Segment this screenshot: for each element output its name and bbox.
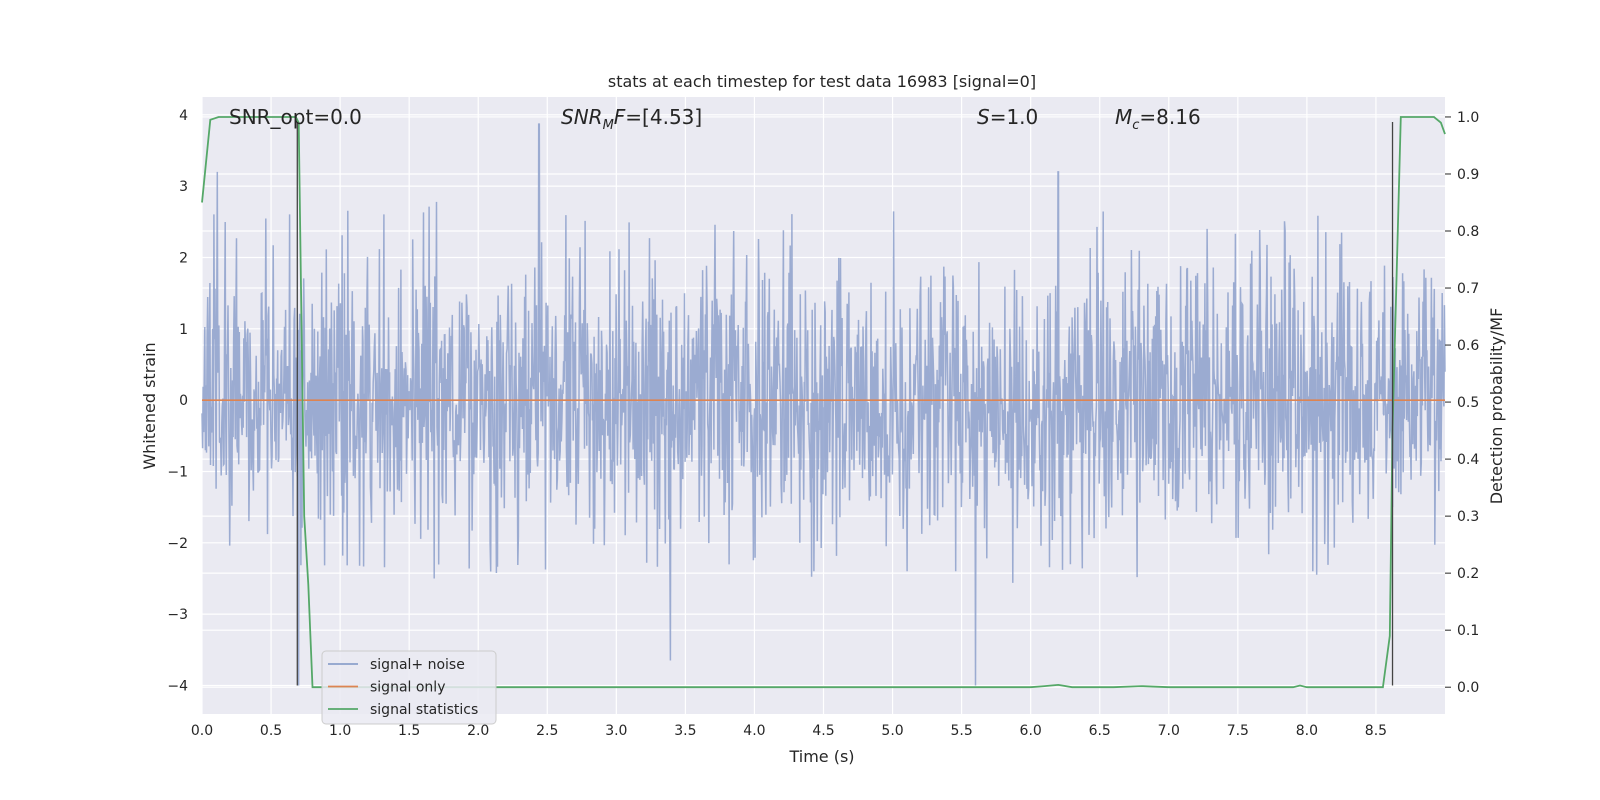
annotation-s-prefix: S (977, 105, 990, 129)
y-tick-label: 2 (179, 250, 188, 266)
x-tick-label: 8.0 (1296, 723, 1318, 739)
annotation-s: S=1.0 (977, 105, 1038, 129)
x-tick-label: 6.5 (1089, 723, 1111, 739)
signal-noise-line (201, 123, 1446, 686)
x-tick-label: 4.5 (812, 723, 834, 739)
legend-box (321, 650, 497, 725)
y2-tick-label: 0.0 (1457, 680, 1479, 696)
y2-tick-label: 0.4 (1457, 452, 1479, 468)
y-tick-label: 0 (179, 393, 188, 409)
y2-tick-label: 1.0 (1457, 110, 1479, 126)
x-tick-label: 7.0 (1158, 723, 1180, 739)
series-layer (201, 116, 1446, 689)
annotation-snr-mf-sub: M (603, 118, 614, 133)
x-tick-label: 4.0 (743, 723, 765, 739)
x-axis-label: Time (s) (788, 747, 854, 766)
y-tick-label: 3 (179, 179, 188, 195)
legend: signal+ noise signal only signal statistic… (321, 650, 497, 725)
y-axis-label: Whitened strain (140, 342, 159, 469)
signal-statistics-line (201, 116, 1446, 689)
x-tick-label: 8.5 (1365, 723, 1387, 739)
annotation-s-value: =1.0 (990, 105, 1039, 129)
y2-tick-label: 0.1 (1457, 623, 1479, 639)
x-tick-label: 5.0 (881, 723, 903, 739)
right-axis-ticks: 1.0 0.9 0.8 0.7 0.6 0.5 0.4 0.3 0.2 0.1 0.0 (1445, 110, 1479, 696)
y-tick-label: −4 (167, 678, 188, 694)
y2-tick-label: 0.3 (1457, 509, 1479, 525)
y-tick-label: −1 (167, 464, 188, 480)
annotation-snr-opt: SNR_opt=0.0 (229, 105, 362, 129)
y-tick-label: −3 (167, 607, 188, 623)
annotation-mc: Mc=8.16 (1115, 105, 1201, 133)
x-tick-label: 2.5 (536, 723, 558, 739)
annotation-mc-value: =8.16 (1139, 105, 1200, 129)
left-axis-ticks: 4 3 2 1 0 −1 −2 −3 −4 (167, 108, 188, 695)
x-tick-label: 2.0 (467, 723, 489, 739)
legend-label: signal only (370, 680, 445, 696)
y2-tick-label: 0.7 (1457, 281, 1479, 297)
vertical-markers (296, 121, 1394, 686)
x-tick-label: 1.0 (329, 723, 351, 739)
y-tick-label: 1 (179, 322, 188, 338)
annotation-snr-mf-prefix: SNR (561, 105, 603, 129)
y-tick-label: 4 (179, 108, 188, 124)
x-tick-label: 1.5 (398, 723, 420, 739)
x-tick-label: 6.0 (1020, 723, 1042, 739)
signal-noise-series (201, 123, 1446, 686)
x-tick-label: 7.5 (1227, 723, 1249, 739)
x-tick-label: 3.5 (674, 723, 696, 739)
annotation-snr-mf: SNRMF=[4.53] (561, 105, 702, 133)
annotation-mc-prefix: M (1115, 105, 1132, 129)
y2-tick-label: 0.5 (1457, 395, 1479, 411)
x-axis-ticks: 0.0 0.5 1.0 1.5 2.0 2.5 3.0 3.5 4.0 4.5 5.0 5.5 6.0 6… (191, 723, 1387, 739)
legend-items: signal+ noise signal only signal statistic… (328, 657, 478, 718)
legend-label: signal+ noise (370, 657, 465, 673)
plot-area (201, 97, 1446, 714)
annotation-snr-mf-value: =[4.53] (625, 105, 702, 129)
legend-label: signal statistics (370, 702, 478, 718)
annotation-snr-mf-f: F (614, 105, 626, 129)
y2-tick-label: 0.9 (1457, 167, 1479, 183)
annotation-mc-sub: c (1132, 118, 1139, 133)
y-tick-label: −2 (167, 536, 188, 552)
y2-tick-label: 0.8 (1457, 224, 1479, 240)
x-tick-label: 0.5 (260, 723, 282, 739)
y2-tick-label: 0.6 (1457, 338, 1479, 354)
chart-title: stats at each timestep for test data 169… (608, 72, 1036, 91)
x-tick-label: 5.5 (950, 723, 972, 739)
x-tick-label: 3.0 (605, 723, 627, 739)
y2-tick-label: 0.2 (1457, 566, 1479, 582)
y2-axis-label: Detection probability/MF (1487, 308, 1506, 505)
x-tick-label: 0.0 (191, 723, 213, 739)
